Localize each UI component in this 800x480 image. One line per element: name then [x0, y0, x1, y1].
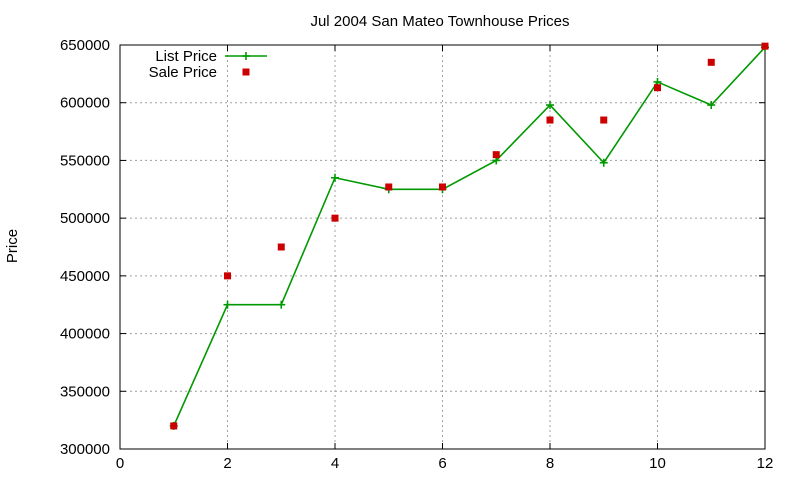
y-tick-label: 550000 — [60, 152, 110, 169]
x-tick-label: 0 — [116, 455, 124, 472]
chart-title: Jul 2004 San Mateo Townhouse Prices — [310, 13, 569, 30]
list-price-point — [223, 300, 232, 309]
sale-price-point — [170, 422, 178, 430]
y-tick-label: 400000 — [60, 326, 110, 343]
list-price-point — [707, 101, 716, 110]
sale-price-point — [492, 151, 500, 159]
y-tick-label: 300000 — [60, 441, 110, 458]
x-tick-label: 8 — [546, 455, 554, 472]
x-tick-label: 10 — [649, 455, 666, 472]
y-tick-label: 350000 — [60, 383, 110, 400]
sale-price-point — [439, 183, 446, 191]
x-tick-label: 12 — [757, 455, 774, 472]
sale-price-point — [385, 183, 393, 191]
list-price-point — [277, 300, 286, 309]
x-tick-label: 6 — [438, 455, 446, 472]
list-price-point — [331, 173, 339, 182]
sale-price-point — [600, 116, 608, 124]
list-price-point — [546, 101, 554, 110]
sale-price-point — [654, 84, 661, 92]
sale-price-point — [707, 58, 715, 66]
list-price-line — [173, 46, 766, 427]
y-axis-label: Price — [4, 229, 21, 263]
sale-price-point — [331, 214, 339, 222]
legend-square-sample — [242, 68, 250, 76]
grid-lines — [120, 45, 765, 449]
list-price-point — [599, 158, 608, 167]
legend-label: List Price — [155, 48, 217, 65]
sale-price-point — [761, 42, 769, 50]
sale-price-point — [546, 116, 554, 124]
y-tick-label: 500000 — [60, 210, 110, 227]
plot-area — [169, 42, 769, 430]
x-tick-label: 4 — [331, 455, 339, 472]
sale-price-point — [224, 272, 231, 280]
x-tick-label: 2 — [223, 455, 231, 472]
y-tick-label: 600000 — [60, 95, 110, 112]
sale-price-point — [277, 243, 285, 251]
legend-label: Sale Price — [149, 64, 217, 81]
axes: 0 2 4 6 8 10 12 300000 350000 400000 450000 500000 5… — [60, 37, 773, 472]
y-tick-label: 450000 — [60, 268, 110, 285]
y-tick-label: 650000 — [60, 37, 110, 54]
